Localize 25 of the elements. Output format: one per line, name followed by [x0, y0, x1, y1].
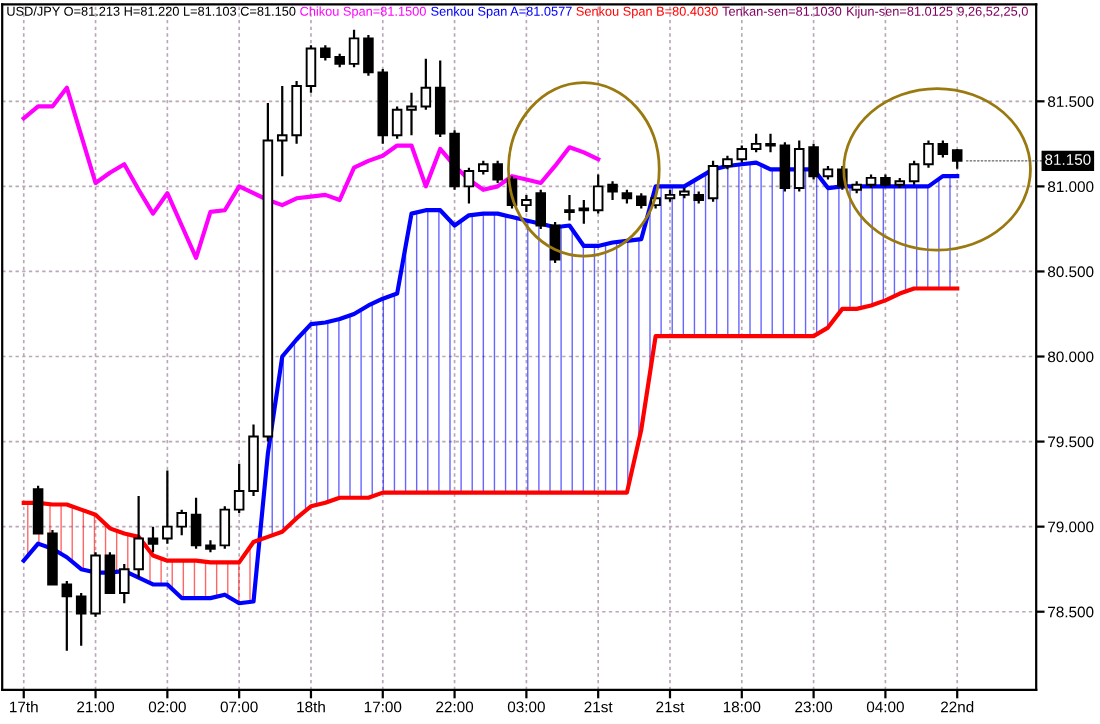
candlestick [434, 59, 446, 139]
candlestick [564, 193, 575, 222]
candlestick [406, 91, 417, 137]
candlestick [908, 159, 920, 186]
candlestick [305, 44, 317, 94]
line-series [21, 85, 601, 260]
candlestick [779, 141, 791, 193]
candlestick [592, 173, 604, 215]
candlestick [75, 591, 87, 647]
candlestick [190, 496, 202, 550]
candlestick [32, 484, 44, 535]
candlestick [707, 159, 719, 203]
candlestick [61, 579, 73, 652]
candlestick [104, 551, 116, 595]
candlestick [923, 139, 934, 169]
candlestick [750, 132, 762, 154]
candlestick [219, 505, 231, 550]
candlestick [348, 28, 360, 69]
candlestick [420, 57, 432, 111]
candlestick [765, 132, 776, 154]
candlestick [607, 180, 618, 202]
candlestick [233, 462, 245, 515]
candlestick [463, 166, 475, 205]
candlestick [391, 105, 403, 140]
candlestick [147, 525, 159, 554]
